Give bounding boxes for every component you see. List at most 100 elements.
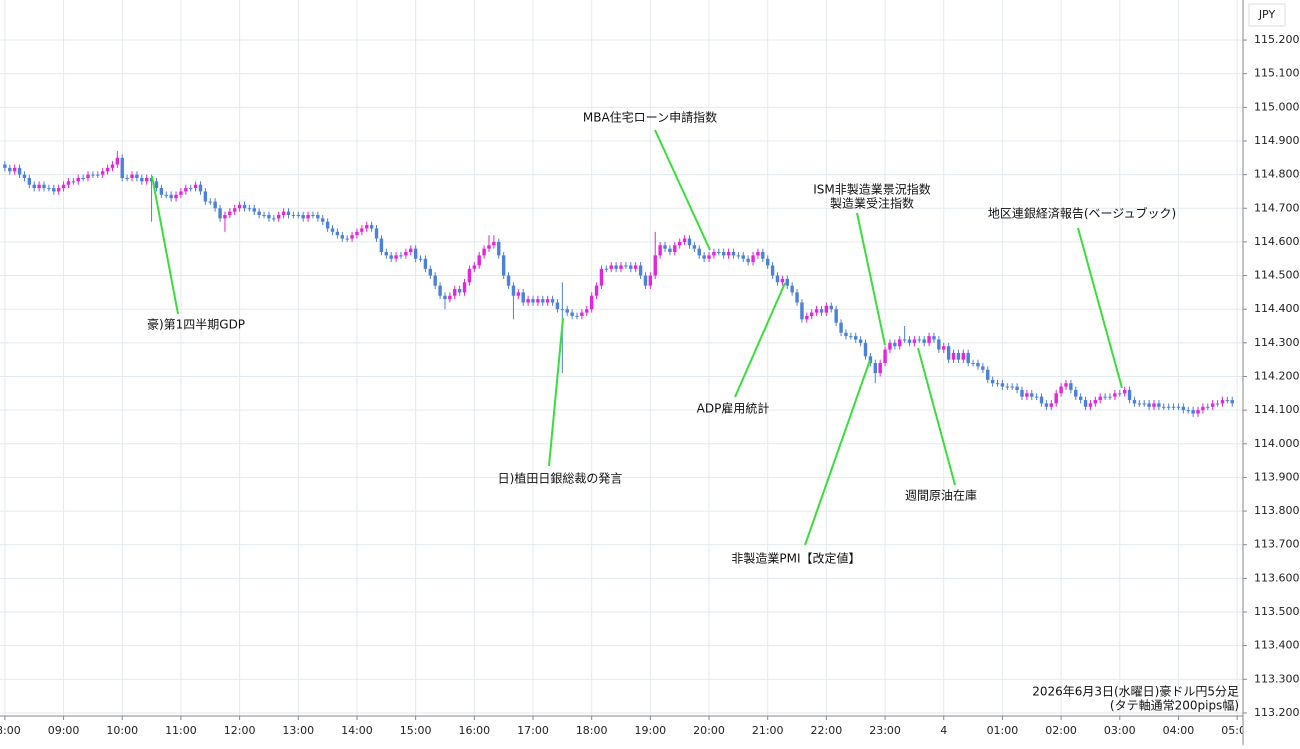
candle-body [218,208,222,219]
candle-body [624,265,628,267]
candle-body [501,255,506,276]
candle-body [1010,386,1014,388]
candle-body [580,312,584,316]
candle-body [834,309,838,323]
candle-body [394,255,398,259]
annotation-leader [654,129,711,251]
candle-body [237,204,242,209]
y-tick-label: 114.400 [1254,302,1300,315]
candle-body [1171,406,1176,408]
candle-body [257,211,261,215]
candle-body [325,221,330,229]
x-tick-label: 15:00 [400,724,432,737]
x-tick-label: 18:00 [576,724,608,737]
candle-body [389,255,393,259]
candle-body [174,194,178,199]
annotation-leader [1077,227,1123,389]
candle-body [497,241,501,256]
candle-body [193,184,198,189]
candle-body [252,208,256,212]
candle-body [3,164,7,168]
candle-body [1025,393,1029,397]
candle-body [658,245,662,256]
x-tick-label: 23:00 [869,724,901,737]
candle-body [736,255,741,257]
candle-body [839,322,843,333]
candle-body [1064,383,1068,387]
candle-body [1020,389,1024,397]
candle-body [1044,403,1049,407]
candle-body [643,275,648,286]
candle-body [228,211,232,215]
annotation-leader [917,347,956,486]
candle-body [1074,389,1078,397]
candle-body [1030,393,1034,397]
candle-body [888,342,892,350]
candle-body [633,265,638,269]
annotation-leader [804,359,871,546]
candle-body [780,278,785,283]
candle-body [1176,406,1181,408]
candle-body [849,336,853,338]
candle-body [345,238,349,240]
x-tick-label: 20:00 [693,724,725,737]
candle-body [242,204,247,209]
candle-body [1118,393,1122,395]
candle-body [1152,403,1156,407]
candle-body [1157,403,1161,407]
candle-body [761,252,765,259]
candle-body [1049,403,1054,407]
candle-body [17,167,22,175]
candle-body [893,342,897,347]
candle-body [942,346,946,350]
candle-body [1132,400,1137,404]
x-axis: 08:00 09:00 10:00 11:00 12:00 13:00 14:00 15:00… [0,716,1243,737]
candle-body [917,339,922,341]
candle-body [1210,403,1215,407]
candle-body [805,315,809,320]
candle-body [614,265,618,269]
candle-body [873,363,877,374]
candle-body [115,157,120,165]
candle-body [663,245,667,249]
candle-body [555,302,560,310]
candle-body [907,339,912,343]
x-tick-label: 22:00 [811,724,843,737]
x-tick-label: 13:00 [282,724,314,737]
candle-body [350,235,354,239]
candle-body [712,252,716,256]
candle-body [756,252,760,256]
candle-body [247,208,252,210]
candle-body [120,157,124,178]
unit-label: JPY [1258,8,1276,21]
candle-body [100,171,105,175]
y-tick-label: 114.200 [1254,369,1300,382]
candle-body [125,177,129,179]
candle-body [301,214,305,219]
candle-body [61,184,66,189]
candle-body [868,356,873,364]
candle-body [321,218,325,222]
x-tick-label: 21:00 [752,724,784,737]
candle-body [1069,383,1073,390]
candle-body [130,174,134,178]
candle-body [316,214,320,219]
annotation-text: ISM非製造業景況指数 [813,182,931,197]
candle-body [198,184,203,192]
candle-body [677,241,682,246]
candle-body [1039,396,1044,404]
y-tick-label: 114.800 [1254,168,1300,181]
candle-body [76,177,80,182]
candle-body [1093,400,1098,404]
candle-body [369,225,374,229]
candle-body [81,177,85,179]
candle-body [790,285,794,293]
candle-body [721,252,726,256]
candle-body [262,214,266,216]
y-tick-label: 115.200 [1254,33,1300,46]
y-tick-label: 113.600 [1254,571,1300,584]
candle-body [8,167,12,172]
x-tick-label: 17:00 [517,724,549,737]
candle-body [105,167,110,172]
candle-body [413,248,418,259]
